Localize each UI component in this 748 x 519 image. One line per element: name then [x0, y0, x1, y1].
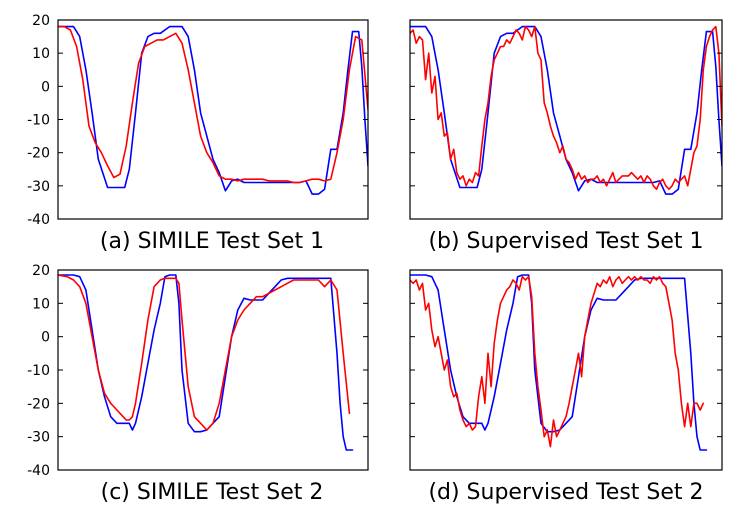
panel-c-ytick-label: 10: [32, 296, 50, 312]
panel-d: (d) Supervised Test Set 2: [409, 269, 723, 505]
panel-c-ytick-label: 20: [32, 263, 50, 279]
panel-c-caption: (c) SIMILE Test Set 2: [101, 480, 324, 505]
panel-a: 20 10 0 -10 -20 -30 -40 (a) SIMILE Test Set 1: [27, 13, 369, 254]
panel-a-ytick-label: -40: [27, 212, 50, 228]
panel-b: (b) Supervised Test Set 1: [409, 19, 723, 254]
panel-b-series-prediction-line: [410, 25, 722, 190]
panel-b-series-ground-truth-line: [410, 25, 722, 195]
panel-a-series-ground-truth-line: [58, 25, 368, 195]
panel-a-ytick-label: -30: [27, 179, 50, 195]
panel-d-frame: [409, 269, 723, 471]
panel-a-ytick-label: -10: [27, 113, 50, 129]
panel-c: 20 10 0 -10 -20 -30 -40 (c) SIMILE Test Set 2: [27, 263, 369, 505]
panel-c-series-prediction-line: [58, 274, 351, 431]
panel-c-ytick-label: -10: [27, 363, 50, 379]
panel-a-ytick-label: 10: [32, 46, 50, 62]
panel-a-ytick-label: -20: [27, 146, 50, 162]
panel-a-ytick-label: 0: [41, 79, 50, 95]
panel-c-ytick-label: 0: [41, 330, 50, 346]
panel-d-series-prediction-line: [410, 275, 705, 448]
panel-c-ytick-label: -40: [27, 463, 50, 479]
panel-b-frame: [409, 19, 723, 220]
panel-c-series-ground-truth-line: [58, 274, 354, 451]
panel-a-frame: [57, 19, 369, 220]
panel-b-caption: (b) Supervised Test Set 1: [428, 229, 703, 254]
panel-c-ytick-label: -30: [27, 430, 50, 446]
panel-a-caption: (a) SIMILE Test Set 1: [100, 229, 324, 254]
panel-c-ytick-label: -20: [27, 396, 50, 412]
panel-a-ytick-label: 20: [32, 13, 50, 29]
panel-a-series-prediction-line: [58, 25, 368, 184]
panel-d-series-ground-truth-line: [410, 274, 708, 451]
panel-c-frame: [57, 269, 369, 471]
panel-d-caption: (d) Supervised Test Set 2: [428, 480, 703, 505]
